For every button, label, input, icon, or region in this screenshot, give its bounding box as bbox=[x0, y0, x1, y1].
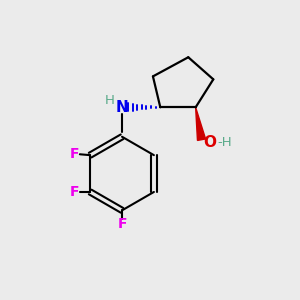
Text: F: F bbox=[117, 217, 127, 231]
Text: F: F bbox=[70, 147, 80, 161]
Polygon shape bbox=[196, 107, 206, 140]
Text: O: O bbox=[203, 135, 216, 150]
Text: H: H bbox=[105, 94, 115, 107]
Text: N: N bbox=[116, 100, 128, 115]
Text: -H: -H bbox=[218, 136, 232, 149]
Text: F: F bbox=[70, 185, 80, 199]
